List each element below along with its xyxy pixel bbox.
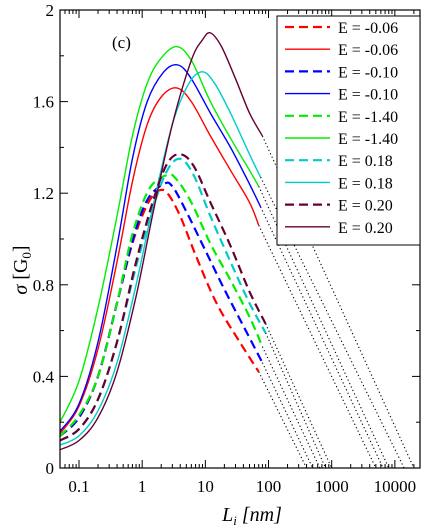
series-line: [59, 153, 267, 442]
extrapolation-line: [265, 323, 333, 469]
x-tick-label: 1: [138, 477, 147, 496]
extrapolation-line: [260, 206, 384, 469]
series-line: [59, 157, 267, 442]
x-tick-label: 10000: [374, 477, 417, 496]
y-tick-label: 0: [46, 459, 55, 478]
x-axis-title-unit: [nm]: [237, 504, 282, 526]
legend-label: E = -1.40: [338, 131, 398, 148]
extrapolation-line: [258, 371, 308, 469]
panel-label: (c): [112, 33, 131, 52]
x-axis-title-main: L: [221, 504, 233, 526]
legend-label: E = -0.06: [338, 42, 398, 59]
y-axis-title-main: σ: [10, 284, 32, 295]
extrapolation-line: [261, 346, 321, 469]
y-tick-label: 1.6: [33, 93, 54, 112]
legend-label: E = 0.18: [338, 175, 393, 192]
legend-box: [276, 15, 421, 246]
y-axis: 0 0.4 0.8 1.2 1.6 2: [33, 1, 420, 478]
extrapolation-line: [265, 332, 327, 469]
series-line: [59, 71, 262, 446]
y-axis-title-unit-close: ]: [10, 245, 32, 252]
x-tick-label: 10: [197, 477, 214, 496]
series-line: [59, 45, 260, 423]
series-lines: [59, 32, 267, 451]
y-axis-title: σ [G0]: [10, 245, 34, 294]
legend: E = -0.06 E = -0.06 E = -0.10 E = -0.10 E = …: [276, 15, 421, 246]
x-axis-title: Li [nm]: [221, 504, 282, 528]
legend-label: E = 0.20: [338, 220, 393, 237]
y-tick-label: 1.2: [33, 184, 54, 203]
series-line: [59, 32, 264, 451]
extrapolation-line: [261, 362, 314, 469]
extrapolation-line: [258, 186, 390, 469]
y-axis-title-unit-open: [G: [10, 259, 32, 285]
legend-label: E = -0.10: [338, 87, 398, 104]
y-axis-title-unit-subscript: 0: [19, 252, 34, 259]
y-tick-label: 0.4: [33, 367, 55, 386]
legend-label: E = 0.18: [338, 153, 393, 170]
series-line: [59, 63, 262, 432]
legend-label: E = 0.20: [338, 198, 393, 215]
legend-label: E = -1.40: [338, 109, 398, 126]
series-line: [59, 87, 260, 435]
extrapolation-line: [258, 225, 377, 469]
x-tick-label: 100: [256, 477, 282, 496]
legend-label: E = -0.10: [338, 64, 398, 81]
y-tick-label: 0.8: [33, 276, 54, 295]
x-axis: 0.1 1 10 100 1000 10000: [59, 10, 417, 496]
x-tick-label: 0.1: [68, 477, 89, 496]
legend-label: E = -0.06: [338, 20, 398, 37]
series-line: [59, 173, 264, 437]
y-tick-label: 2: [46, 1, 55, 20]
x-axis-title-subscript: i: [233, 513, 237, 528]
x-tick-label: 1000: [315, 477, 349, 496]
